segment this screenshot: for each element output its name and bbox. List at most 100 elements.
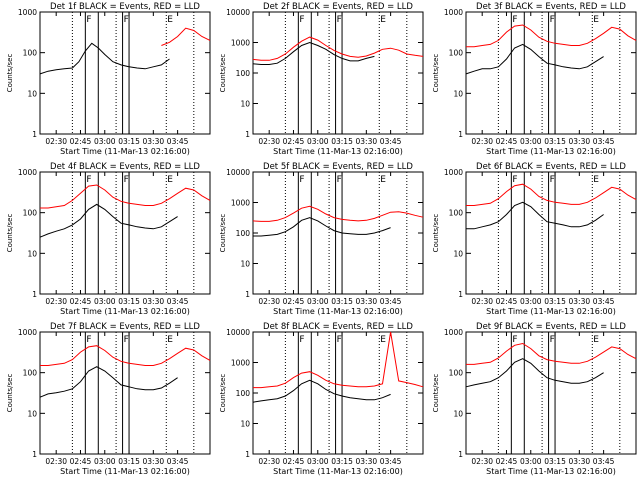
series-line-events <box>39 366 178 398</box>
x-tick-label: 03:30 <box>569 297 591 306</box>
y-axis-label: Counts/sec <box>432 374 440 413</box>
x-tick-label: 03:30 <box>356 297 378 306</box>
x-tick-label: 02:45 <box>283 137 305 146</box>
x-axis-label: Start Time (11-Mar-13 02:16:00) <box>486 147 616 156</box>
y-tick-label: 1 <box>245 130 250 139</box>
series-line-lld <box>253 331 424 389</box>
marker-label: E <box>380 175 386 185</box>
x-tick-label: 03:00 <box>307 457 329 466</box>
y-tick-label: 1 <box>32 290 37 299</box>
chart-panel-7: Det 7f BLACK = Events, RED = LLD 1 10 100 10… <box>6 322 211 476</box>
y-tick-label: 1000 <box>444 168 463 177</box>
x-tick-label: 03:15 <box>331 297 353 306</box>
x-tick-label: 02:45 <box>70 137 92 146</box>
y-tick-label: 1000 <box>231 199 250 208</box>
y-axis-label: Counts/sec <box>6 374 14 413</box>
x-axis-label: Start Time (11-Mar-13 02:16:00) <box>60 467 190 476</box>
chart-title: Det 8f BLACK = Events, RED = LLD <box>263 322 413 332</box>
y-tick-label: 100 <box>23 369 38 378</box>
x-tick-label: 02:45 <box>496 137 518 146</box>
y-axis-label: Counts/sec <box>6 54 14 93</box>
y-tick-label: 1000 <box>231 39 250 48</box>
y-tick-label: 1 <box>245 450 250 459</box>
x-tick-label: 03:00 <box>307 297 329 306</box>
y-tick-label: 10000 <box>226 8 250 17</box>
plot-frame <box>465 331 637 455</box>
chart-title: Det 6f BLACK = Events, RED = LLD <box>476 162 626 172</box>
y-tick-label: 100 <box>236 69 251 78</box>
plot-frame <box>39 171 211 295</box>
y-tick-label: 1000 <box>18 8 37 17</box>
x-tick-label: 03:15 <box>118 137 140 146</box>
marker-label: F <box>299 335 304 345</box>
series-line-lld <box>466 342 637 365</box>
y-axis-label: Counts/sec <box>432 54 440 93</box>
y-axis-label: Counts/sec <box>219 374 227 413</box>
x-tick-label: 02:45 <box>283 457 305 466</box>
marker-label: E <box>380 335 386 345</box>
marker-label: F <box>124 15 129 25</box>
series-line-lld <box>466 183 637 206</box>
series-line-events <box>39 203 178 238</box>
series-line-events <box>252 379 391 403</box>
marker-label: E <box>167 175 173 185</box>
x-tick-label: 03:30 <box>356 137 378 146</box>
series-line-lld <box>40 184 211 209</box>
x-tick-label: 03:00 <box>307 137 329 146</box>
x-tick-label: 02:30 <box>471 457 493 466</box>
y-tick-label: 10 <box>27 249 37 258</box>
x-tick-label: 03:30 <box>356 457 378 466</box>
x-axis-label: Start Time (11-Mar-13 02:16:00) <box>273 307 403 316</box>
y-tick-label: 1000 <box>231 359 250 368</box>
plot-frame <box>252 331 424 455</box>
x-axis-label: Start Time (11-Mar-13 02:16:00) <box>273 467 403 476</box>
chart-title: Det 5f BLACK = Events, RED = LLD <box>263 162 413 172</box>
y-tick-label: 100 <box>236 229 251 238</box>
x-tick-label: 03:00 <box>520 457 542 466</box>
x-tick-label: 02:45 <box>496 297 518 306</box>
y-tick-label: 1 <box>458 450 463 459</box>
chart-panel-9: Det 9f BLACK = Events, RED = LLD 1 10 100 10… <box>432 322 637 476</box>
chart-title: Det 4f BLACK = Events, RED = LLD <box>50 162 200 172</box>
marker-label: E <box>380 15 386 25</box>
chart-title: Det 2f BLACK = Events, RED = LLD <box>263 2 413 12</box>
x-tick-label: 02:45 <box>283 297 305 306</box>
y-tick-label: 10 <box>240 260 250 269</box>
chart-panel-6: Det 6f BLACK = Events, RED = LLD 1 10 100 10… <box>432 162 637 316</box>
chart-title: Det 9f BLACK = Events, RED = LLD <box>476 322 626 332</box>
plot-frame <box>252 11 424 135</box>
plot-frame <box>465 171 637 295</box>
x-tick-label: 03:45 <box>380 297 402 306</box>
y-tick-label: 1 <box>458 130 463 139</box>
marker-label: F <box>512 335 517 345</box>
series-line-lld <box>466 24 637 48</box>
x-tick-label: 03:45 <box>593 137 615 146</box>
chart-panel-3: Det 3f BLACK = Events, RED = LLD 1 10 100 10… <box>432 2 637 156</box>
x-tick-label: 03:15 <box>544 457 566 466</box>
x-tick-label: 03:45 <box>167 137 189 146</box>
x-tick-label: 03:15 <box>544 137 566 146</box>
marker-label: F <box>86 15 91 25</box>
x-tick-label: 02:30 <box>471 137 493 146</box>
chart-panel-2: Det 2f BLACK = Events, RED = LLD 1 10 100 10… <box>219 2 424 156</box>
x-tick-label: 02:30 <box>45 297 67 306</box>
series-line-events <box>39 42 170 75</box>
x-axis-label: Start Time (11-Mar-13 02:16:00) <box>60 307 190 316</box>
y-tick-label: 10000 <box>226 328 250 337</box>
x-tick-label: 03:45 <box>167 297 189 306</box>
marker-label: E <box>593 175 599 185</box>
chart-panel-4: Det 4f BLACK = Events, RED = LLD 1 10 100 10… <box>6 162 211 316</box>
series-line-events <box>465 358 604 388</box>
chart-panel-8: Det 8f BLACK = Events, RED = LLD 1 10 100 10… <box>219 322 424 476</box>
y-tick-label: 1 <box>245 290 250 299</box>
y-axis-label: Counts/sec <box>219 54 227 93</box>
plot-frame <box>252 171 424 295</box>
marker-label: F <box>337 175 342 185</box>
marker-label: F <box>337 15 342 25</box>
y-axis-label: Counts/sec <box>219 214 227 253</box>
series-line-events <box>252 41 375 65</box>
series-line-events <box>466 201 604 230</box>
y-tick-label: 10 <box>453 409 463 418</box>
x-tick-label: 03:00 <box>520 297 542 306</box>
